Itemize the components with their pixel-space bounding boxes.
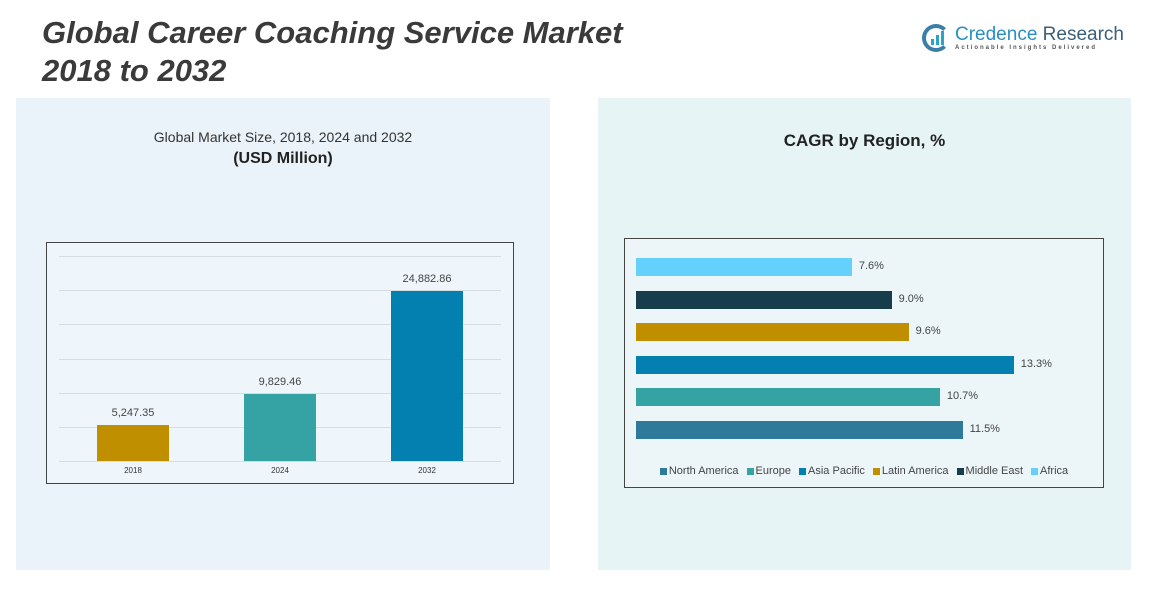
legend-swatch (746, 467, 754, 475)
gridline (59, 290, 501, 292)
legend-item: Latin America (872, 465, 949, 477)
legend-item: Middle East (956, 465, 1024, 477)
legend-item: Asia Pacific (799, 465, 865, 477)
data-label: 10.7% (946, 390, 979, 402)
legend-label: Asia Pacific (808, 465, 865, 477)
data-label: 5,247.35 (111, 407, 155, 420)
logo-tagline: Actionable Insights Delivered (955, 45, 1098, 51)
logo-name-2: Research (1037, 24, 1124, 45)
data-label: 9,829.46 (258, 375, 302, 388)
cagr-panel: CAGR by Region, % North America Europe Asi… (598, 98, 1131, 570)
legend-label: Latin America (881, 465, 949, 477)
gridline (59, 461, 501, 462)
gridline (59, 256, 501, 257)
chart-title: CAGR by Region, % (783, 131, 946, 150)
data-label: 7.6% (858, 260, 884, 272)
data-label: 13.3% (1020, 357, 1052, 370)
chart-subtitle: (USD Million) (233, 150, 333, 167)
x-tick-label: 2018 (124, 466, 142, 475)
market-size-chart: 5,247.35 2018 9,829.46 2024 24,882.86 2032 (46, 242, 514, 484)
chart-title: Global Market Size, 2018, 2024 and 2032 (153, 129, 413, 145)
logo: Credence Research Actionable Insights De… (922, 24, 1124, 52)
legend-label: Europe (755, 465, 792, 477)
gridline (59, 358, 501, 360)
legend-swatch (956, 467, 964, 475)
bar-asia-pacific (636, 355, 1014, 374)
bar-2024 (244, 393, 316, 461)
legend-item: North America (659, 465, 739, 477)
legend-label: Africa (1040, 465, 1069, 477)
data-label: 9.0% (898, 292, 924, 305)
legend-swatch (1031, 467, 1039, 475)
logo-name: Credence (955, 24, 1038, 45)
market-size-panel: Global Market Size, 2018, 2024 and 2032 … (16, 98, 550, 570)
data-label: 9.6% (915, 325, 941, 337)
page-title: Global Career Coaching Service Market 20… (42, 14, 623, 90)
gridline (59, 324, 501, 326)
bar-middle-east (636, 290, 892, 309)
legend-label: Middle East (965, 465, 1024, 477)
legend-swatch (872, 467, 880, 475)
bar-north-america (636, 420, 963, 439)
x-tick-label: 2032 (418, 466, 436, 475)
bar-latin-america (636, 323, 909, 341)
x-tick-label: 2024 (271, 466, 289, 475)
legend-item: Africa (1031, 465, 1068, 477)
data-label: 11.5% (969, 422, 1000, 435)
bar-europe (636, 388, 940, 406)
title-line-1: Global Career Coaching Service Market (42, 15, 623, 50)
bar-2018 (97, 425, 169, 461)
gridline (59, 392, 501, 394)
bar-africa (636, 258, 852, 276)
legend-label: North America (668, 465, 739, 477)
legend-swatch (659, 467, 667, 475)
legend-swatch (799, 467, 807, 475)
cagr-chart: North America Europe Asia Pacific Latin Ame… (624, 238, 1104, 488)
data-label: 24,882.86 (402, 272, 452, 285)
bar-2032 (391, 290, 463, 461)
logo-icon (922, 24, 950, 52)
chart-legend: North America Europe Asia Pacific Latin Ame… (625, 465, 1103, 477)
legend-item: Europe (746, 465, 792, 477)
title-line-2: 2018 to 2032 (42, 53, 227, 88)
